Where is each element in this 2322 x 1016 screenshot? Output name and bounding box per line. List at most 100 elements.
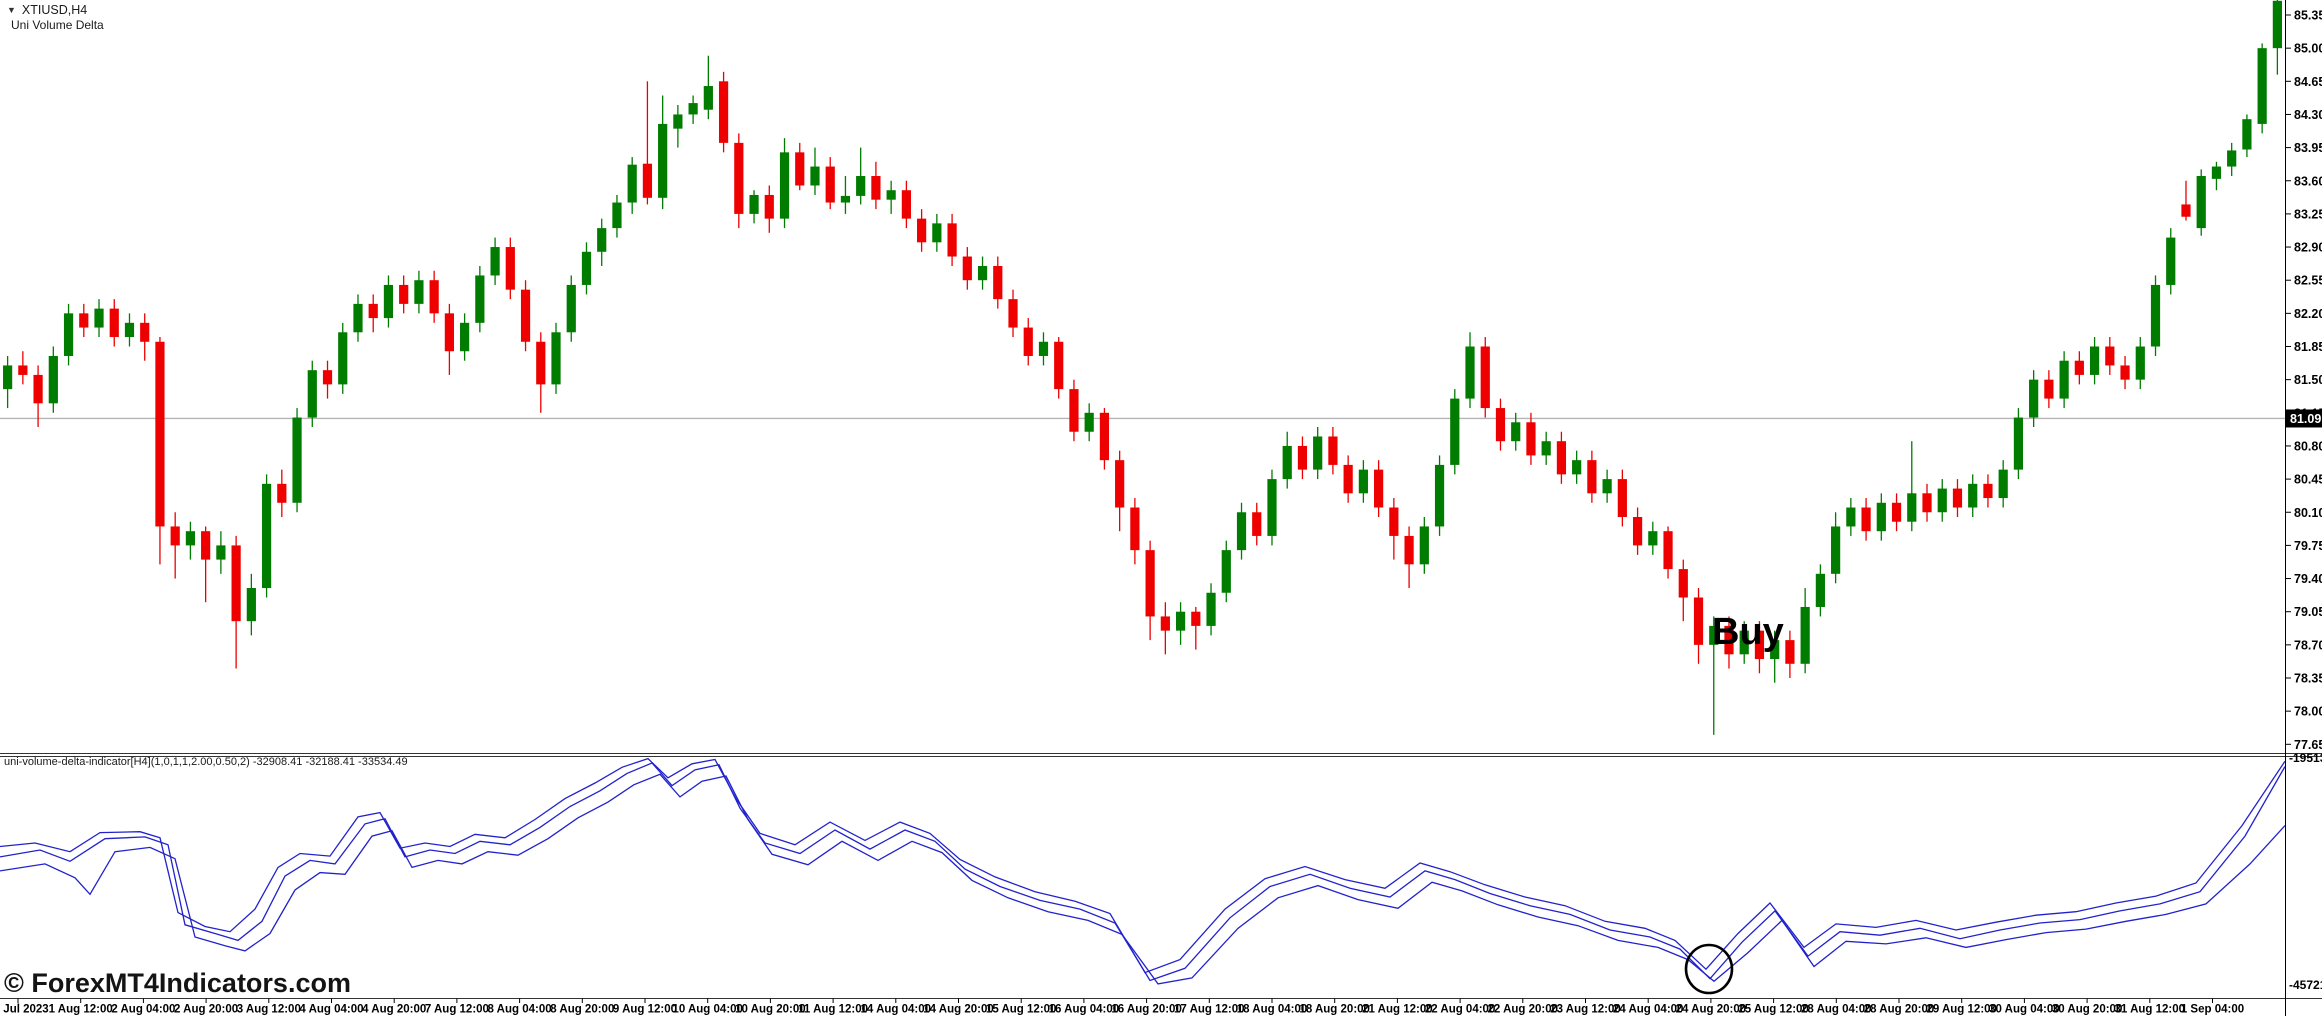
candle-body (703, 86, 713, 110)
candle-body (1404, 535, 1414, 565)
candle-body (627, 164, 637, 203)
candle-body (1968, 483, 1978, 508)
candle-body (277, 483, 287, 503)
time-tick-label: 11 Aug 12:00 (798, 1004, 868, 1016)
price-tick-label: 80.45 (2294, 473, 2322, 487)
time-tick-label: 14 Aug 20:00 (923, 1004, 994, 1016)
candle-body (414, 280, 424, 304)
delta-line-3 (0, 773, 2286, 985)
candle-body (1937, 488, 1947, 513)
buy-annotation[interactable]: Buy (1712, 611, 1784, 653)
candle-body (1465, 346, 1475, 399)
symbol-header[interactable]: ▼ XTIUSD,H4 (7, 3, 87, 17)
candle-body (977, 265, 988, 281)
price-axis-area[interactable] (2285, 0, 2322, 998)
price-tick-label: 82.55 (2294, 274, 2322, 288)
candle-body (901, 190, 911, 219)
indicator-axis[interactable]: -19513 -45721 (2285, 751, 2322, 992)
candle-body (2150, 284, 2161, 347)
candle-body (33, 374, 43, 404)
price-axis[interactable]: 85.35 85.00 84.65 84.30 83.95 83.60 83.25 82.90… (2285, 9, 2322, 752)
candle-body (1800, 606, 1810, 664)
candle-body (231, 545, 241, 622)
circle-annotation[interactable] (1684, 943, 1734, 995)
indicator-name-label: Uni Volume Delta (11, 18, 104, 32)
time-tick-label: 23 Aug 12:00 (1550, 1004, 1621, 1016)
chevron-down-icon[interactable]: ▼ (7, 4, 16, 15)
candle-body (292, 417, 302, 503)
time-tick-label: 30 Aug 20:00 (2052, 1004, 2123, 1016)
candle-body (475, 275, 485, 323)
time-tick-label: 8 Aug 04:00 (488, 1004, 552, 1016)
candle-body (1008, 299, 1018, 328)
candle-body (322, 370, 333, 385)
candle-body (1587, 460, 1597, 494)
time-tick-label: 31 Jul 2023 (0, 1004, 49, 1016)
candle-body (1922, 493, 1932, 513)
time-tick-label: 25 Aug 12:00 (1738, 1004, 1809, 1016)
time-tick-label: 18 Aug 04:00 (1237, 1004, 1308, 1016)
candle-body (1815, 573, 1825, 607)
time-tick-label: 16 Aug 04:00 (1049, 1004, 1120, 1016)
indicator-tick-label: -45721 (2289, 978, 2322, 992)
candle-body (94, 308, 104, 328)
time-tick-label: 16 Aug 20:00 (1111, 1004, 1182, 1016)
time-tick-label: 4 Aug 20:00 (362, 1004, 426, 1016)
price-tick-label: 77.65 (2294, 738, 2322, 752)
candle-body (1480, 346, 1490, 409)
indicator-subwindow-area[interactable] (0, 757, 2285, 998)
candle-body (170, 526, 180, 546)
candle-body (1434, 464, 1445, 527)
candle-body (581, 251, 592, 285)
candle-body (460, 322, 470, 352)
candle-body (795, 152, 805, 186)
price-tick-label: 79.05 (2294, 605, 2322, 619)
candle-body (246, 588, 256, 622)
candle-body (1709, 625, 1719, 645)
candle-body (1313, 436, 1323, 470)
time-tick-label: 2 Aug 20:00 (174, 1004, 238, 1016)
time-axis-area[interactable] (0, 998, 2322, 1016)
candle-body (48, 355, 58, 404)
candle-body (1419, 526, 1429, 565)
candle-body (658, 123, 668, 198)
candle-body (1328, 436, 1338, 465)
candle-body (185, 531, 196, 546)
candle-body (749, 194, 759, 214)
candle-body (947, 223, 957, 257)
candle-body (444, 313, 454, 352)
candle-body (536, 341, 546, 385)
candle-body (2059, 360, 2069, 399)
candle-body (1572, 460, 1582, 475)
current-price-tag: 81.09 (2286, 409, 2322, 428)
time-tick-label: 29 Aug 12:00 (1926, 1004, 1997, 1016)
candle-body (1175, 611, 1186, 631)
candle-body (1069, 389, 1079, 432)
candle-body (886, 190, 896, 200)
price-tick-label: 82.90 (2294, 241, 2322, 255)
candle-body (1724, 625, 1734, 655)
time-axis[interactable]: 31 Jul 20231 Aug 12:002 Aug 04:002 Aug 2… (0, 998, 2244, 1016)
main-chart-area[interactable] (0, 0, 2285, 753)
candle-body (490, 247, 500, 276)
candle-body (1450, 398, 1460, 465)
time-tick-label: 14 Aug 04:00 (861, 1004, 932, 1016)
time-tick-label: 9 Aug 12:00 (613, 1004, 677, 1016)
candle-body (2029, 379, 2039, 418)
candle-body (399, 284, 409, 304)
price-tick-label: 84.30 (2294, 108, 2322, 122)
candle-body (1130, 507, 1140, 551)
candle-body (505, 247, 515, 290)
time-tick-label: 30 Aug 04:00 (1989, 1004, 2060, 1016)
candle-body (1038, 341, 1049, 356)
indicator-tick-label: -19513 (2289, 751, 2322, 765)
candle-body (1358, 469, 1368, 494)
time-tick-label: 10 Aug 20:00 (735, 1004, 806, 1016)
candle-body (1541, 441, 1551, 456)
candle-body (1617, 479, 1627, 517)
candle-body (1861, 507, 1871, 532)
price-tick-label: 78.35 (2294, 672, 2322, 686)
time-tick-label: 7 Aug 12:00 (425, 1004, 489, 1016)
